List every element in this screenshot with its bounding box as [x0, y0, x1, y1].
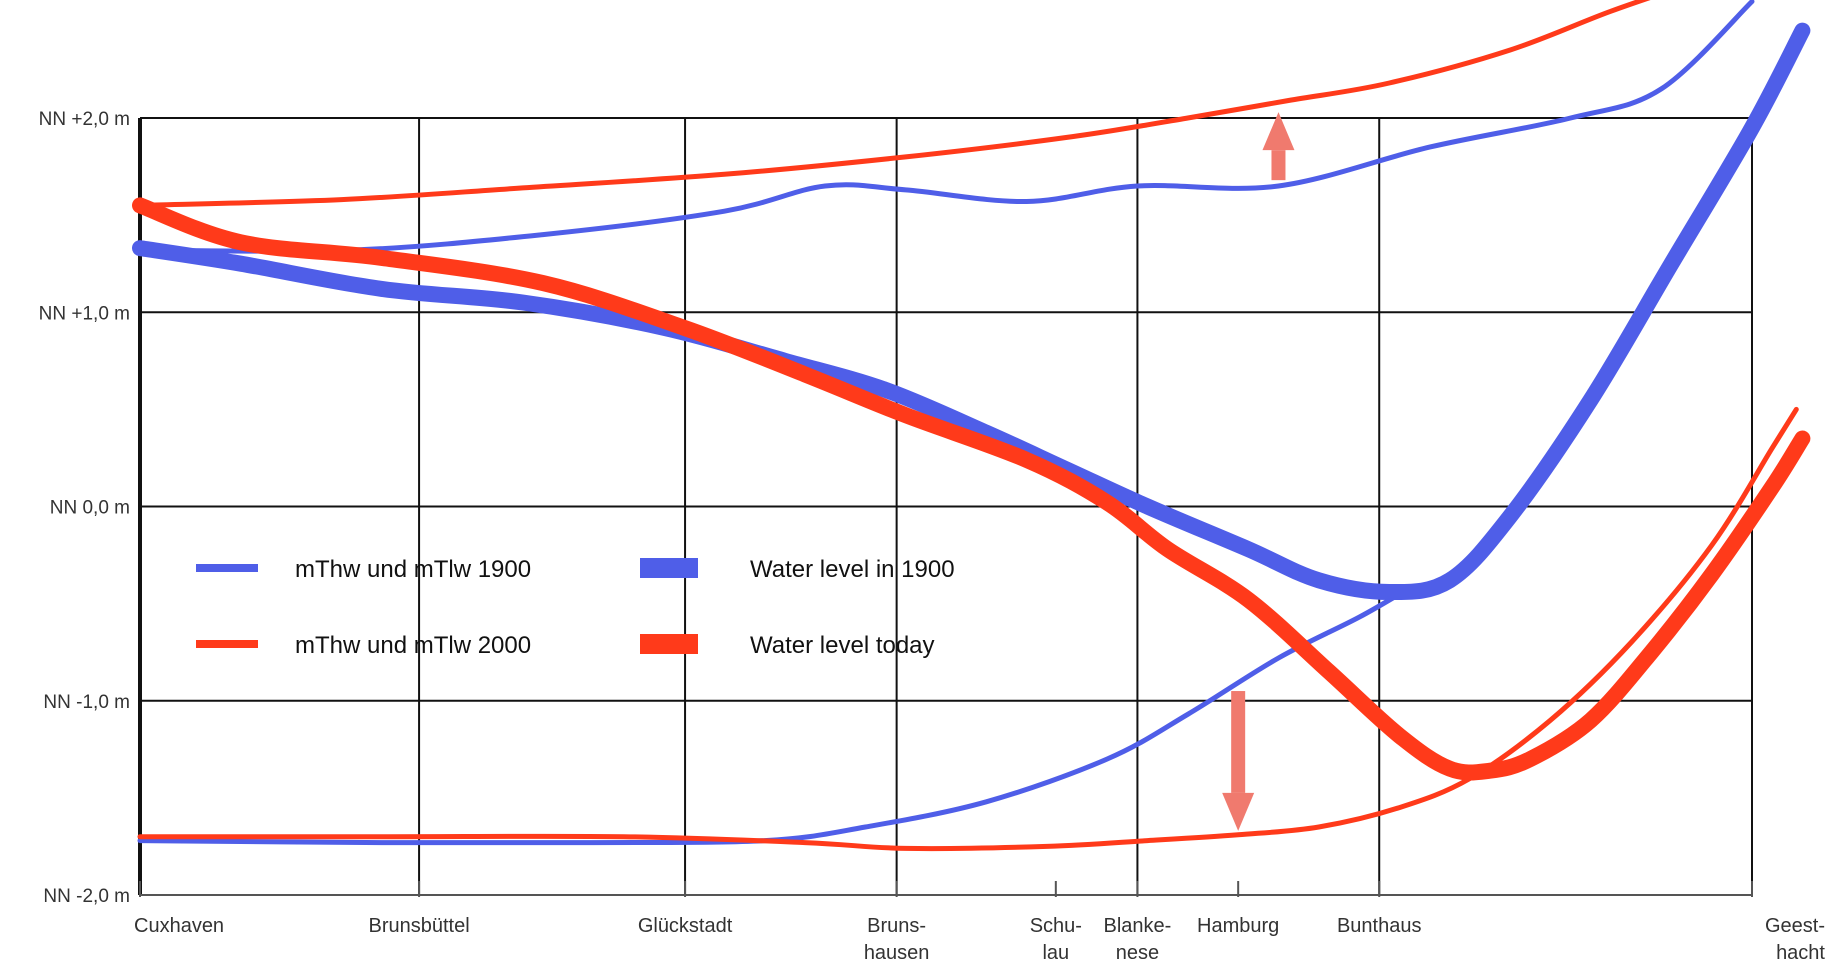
y-tick-label: NN -1,0 m	[43, 692, 130, 713]
y-tick-label: NN +1,0 m	[39, 303, 130, 324]
y-tick-labels: NN +2,0 m NN +1,0 m NN 0,0 m NN -1,0 m NN -2…	[39, 109, 130, 907]
legend-label: Water level today	[750, 632, 935, 659]
series-line-mthw-mtlw	[137, 0, 1755, 254]
y-tick-label: NN 0,0 m	[50, 498, 130, 519]
arrow-down	[1222, 691, 1255, 831]
x-tick-label: Cuxhaven	[134, 915, 224, 937]
series-line-mthw-mtlw	[137, 406, 1799, 852]
series-line-water-level	[132, 22, 1811, 601]
arrow-up	[1262, 112, 1295, 181]
annotations	[1222, 112, 1295, 831]
series-line-mthw-mtlw	[137, 585, 1412, 846]
y-tick-label: NN -2,0 m	[43, 886, 130, 907]
x-tick-label: Blanke-nese	[1104, 915, 1172, 964]
legend-label: mThw und mTlw 2000	[295, 632, 531, 659]
legend-label: mThw und mTlw 1900	[295, 556, 531, 583]
x-tick-label: Brunsbüttel	[368, 915, 469, 937]
y-tick-label: NN +2,0 m	[39, 109, 130, 130]
x-tick-label: Glückstadt	[638, 915, 733, 937]
legend: mThw und mTlw 1900 Water level in 1900 mTh…	[196, 556, 955, 659]
series-lines	[132, 0, 1811, 852]
x-tick-label: Bunthaus	[1337, 915, 1422, 937]
series-line-mthw-mtlw	[137, 0, 1651, 208]
legend-label: Water level in 1900	[750, 556, 955, 583]
x-tick-label: Schu-lau	[1030, 915, 1082, 964]
x-tick-label: Hamburg	[1197, 915, 1279, 937]
series-line-water-level	[132, 197, 1811, 781]
x-tick-labels: Cuxhaven Brunsbüttel Glückstadt Bruns-hause…	[134, 881, 1825, 964]
x-tick-label: Bruns-hausen	[864, 915, 930, 964]
x-tick-label: Geest-hacht	[1765, 915, 1825, 964]
